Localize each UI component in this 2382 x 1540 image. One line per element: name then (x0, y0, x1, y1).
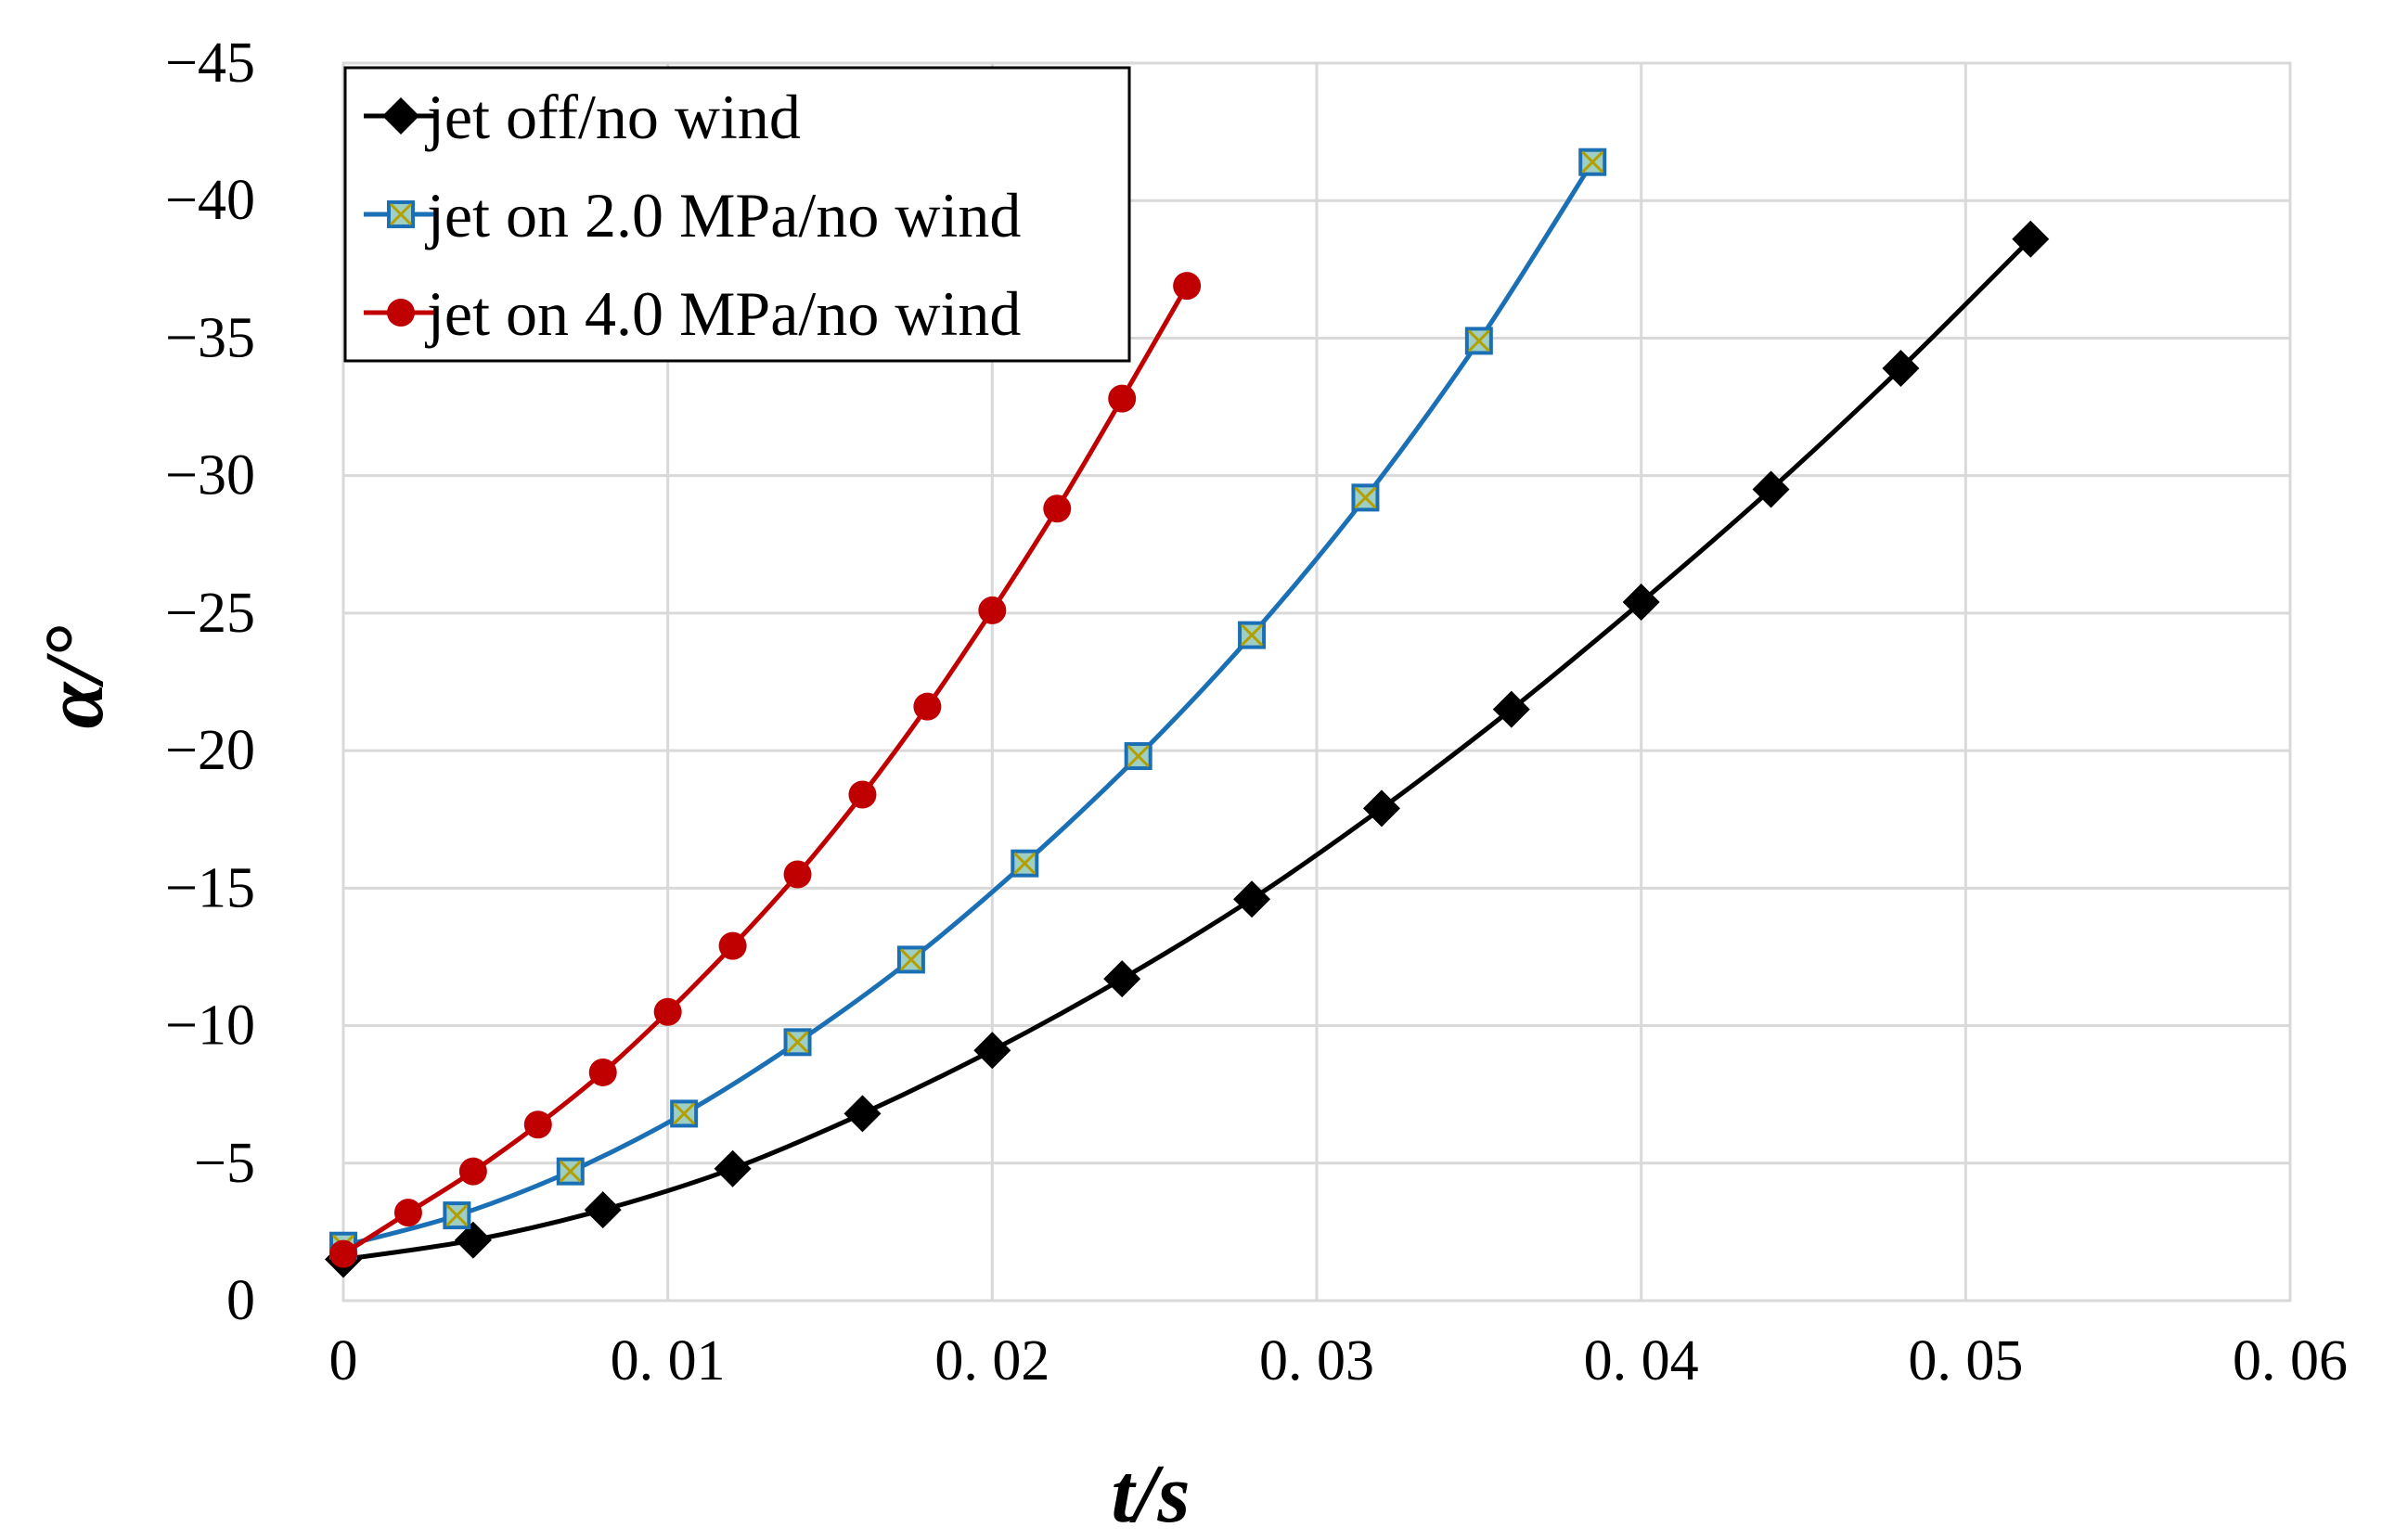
data-point (584, 1191, 622, 1229)
data-point (1622, 584, 1660, 622)
x-axis-title: t/s (1111, 1448, 1190, 1540)
legend-item: jet on 2.0 MPa/no wind (364, 180, 1021, 250)
data-point (329, 1239, 357, 1268)
legend: jet off/no wind jet on 2.0 MPa/no wind jet… (343, 66, 1131, 363)
legend-marker (387, 200, 415, 228)
legend-marker (387, 299, 415, 327)
data-point (1173, 272, 1202, 301)
x-tick-label: 0. 05 (1908, 1329, 2023, 1392)
data-point (714, 1149, 752, 1187)
data-point (1492, 690, 1530, 728)
data-point (1362, 789, 1400, 828)
plot-area-frame (341, 61, 2292, 1303)
data-point (2012, 220, 2050, 258)
x-tick-label: 0 (329, 1329, 358, 1392)
x-tick-label: 0. 06 (2233, 1329, 2348, 1392)
data-point (1233, 880, 1271, 918)
data-point (1238, 621, 1267, 649)
legend-label: jet on 4.0 MPa/no wind (425, 278, 1021, 349)
data-point (913, 692, 942, 721)
data-point (556, 1157, 585, 1186)
y-axis-title: α/° (29, 626, 121, 729)
legend-label: jet on 2.0 MPa/no wind (425, 180, 1021, 250)
data-point (1752, 470, 1790, 508)
data-point (1464, 327, 1493, 355)
data-point (1578, 148, 1607, 176)
y-tick-label: −45 (165, 32, 255, 95)
series-layer (325, 148, 2050, 1278)
data-point (848, 780, 877, 809)
y-tick-label: −40 (165, 169, 255, 232)
y-tick-label: −15 (165, 856, 255, 919)
data-point (588, 1058, 617, 1086)
legend-items: jet off/no wind jet on 2.0 MPa/no wind jet… (364, 82, 1021, 349)
data-point (458, 1157, 487, 1186)
data-point (783, 1028, 812, 1057)
legend-item: jet off/no wind (364, 82, 801, 152)
legend-label: jet off/no wind (425, 82, 801, 152)
y-tick-label: −25 (165, 582, 255, 645)
legend-item: jet on 4.0 MPa/no wind (364, 278, 1021, 349)
data-point (523, 1110, 552, 1139)
y-tick-label: −20 (165, 719, 255, 782)
y-tick-label: −30 (165, 444, 255, 507)
data-point (454, 1221, 492, 1259)
legend-marker (382, 97, 419, 135)
series-3 (329, 272, 1202, 1268)
data-point (1351, 483, 1380, 512)
data-point (443, 1201, 471, 1230)
y-tick-label: −35 (165, 306, 255, 369)
data-point (1882, 350, 1920, 388)
x-tick-label: 0. 03 (1259, 1329, 1374, 1392)
data-point (718, 931, 747, 960)
series-2 (329, 148, 1607, 1260)
data-point (978, 596, 1007, 624)
data-point (1011, 849, 1039, 878)
y-tick-label: −10 (165, 995, 255, 1058)
series-line (341, 284, 1190, 1256)
data-point (1108, 384, 1137, 413)
data-point (896, 945, 925, 974)
y-tick-label: −5 (194, 1132, 255, 1195)
legend-box (343, 66, 1131, 363)
data-point (1124, 742, 1152, 771)
data-point (843, 1095, 882, 1133)
y-axis-ticks: 0 −5 −10 −15 −20 −25 −30 −35 −40 −45 (165, 32, 255, 1332)
data-point (1103, 960, 1141, 998)
data-point (670, 1099, 699, 1128)
x-tick-label: 0. 01 (611, 1329, 726, 1392)
x-axis-ticks: 0 0. 01 0. 02 0. 03 0. 04 0. 05 0. 06 (329, 1329, 2349, 1392)
x-tick-label: 0. 02 (934, 1329, 1049, 1392)
x-tick-label: 0. 04 (1584, 1329, 1699, 1392)
data-point (393, 1199, 422, 1227)
data-point (783, 860, 812, 889)
y-tick-label: 0 (226, 1269, 255, 1332)
series-1 (325, 220, 2050, 1278)
data-point (653, 997, 682, 1026)
data-point (973, 1032, 1011, 1070)
data-point (1043, 494, 1072, 523)
